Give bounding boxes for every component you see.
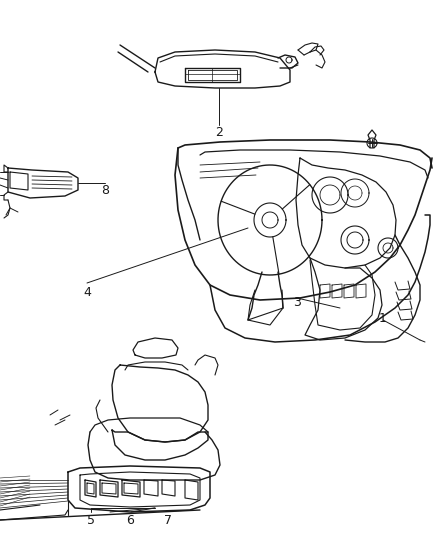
Text: 7: 7 [164, 513, 172, 527]
Text: 4: 4 [83, 287, 91, 300]
Text: 6: 6 [126, 513, 134, 527]
Text: 3: 3 [293, 295, 301, 309]
Text: 2: 2 [215, 125, 223, 139]
Text: 8: 8 [101, 183, 109, 197]
Text: 1: 1 [379, 311, 387, 325]
Text: 5: 5 [87, 513, 95, 527]
